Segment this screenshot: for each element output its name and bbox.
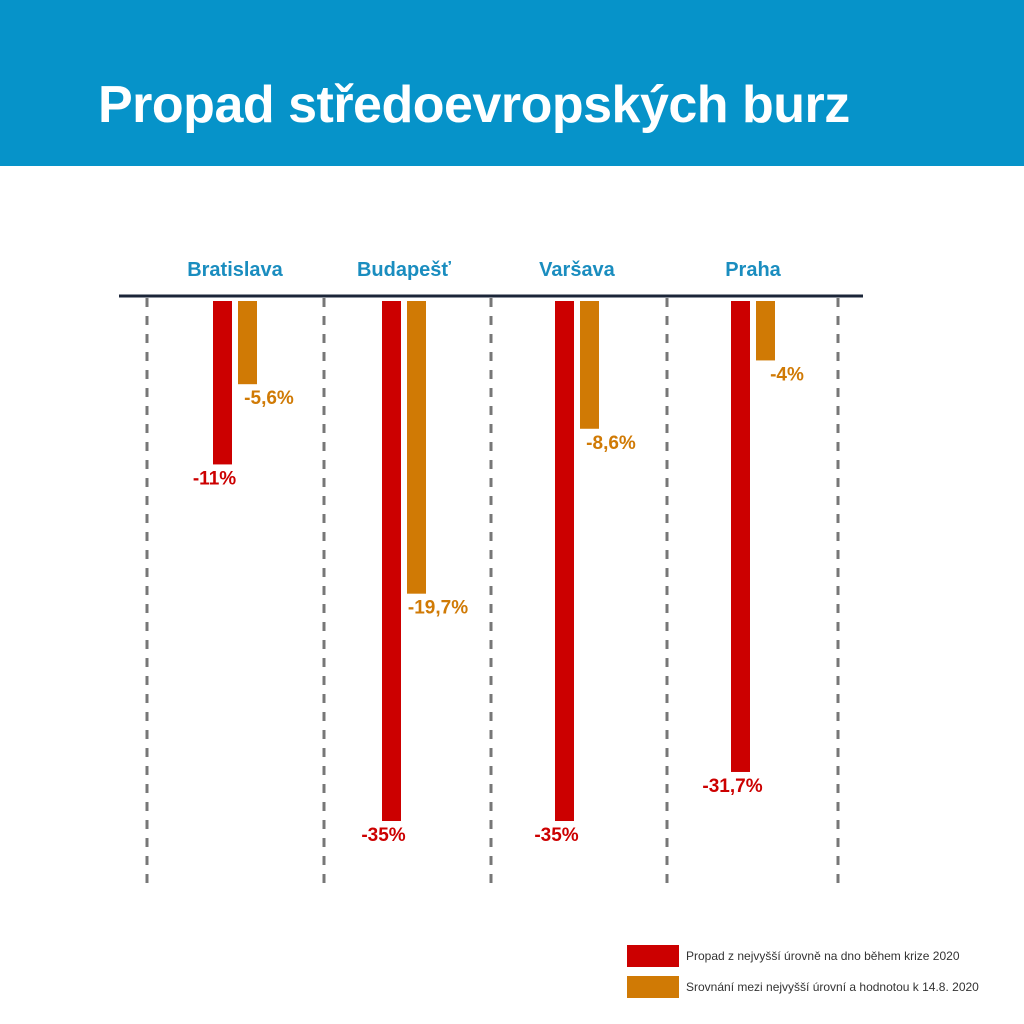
value-label-bratislava-series-1: -11% [193,468,236,489]
bar-bratislava-series-2 [238,301,257,385]
legend-label-peak-to-bottom: Propad z nejvyšší úrovně na dno během kr… [686,949,960,963]
legend-swatch-peak-to-bottom [627,945,679,967]
value-label-praha-series-2: -4% [770,364,804,385]
bar-varsava-series-1 [555,301,574,821]
value-label-varsava-series-1: -35% [534,825,578,846]
bar-budapest-series-2 [407,301,426,594]
value-label-praha-series-1: -31,7% [702,776,762,797]
bar-bratislava-series-1 [213,301,232,465]
value-label-varsava-series-2: -8,6% [586,433,636,454]
legend-item-peak-vs-current: Srovnání mezi nejvyšší úrovní a hodnotou… [627,975,979,999]
value-label-bratislava-series-2: -5,6% [244,388,294,409]
category-label-budapest: Budapešť [357,259,451,281]
category-label-bratislava: Bratislava [187,259,283,281]
chart-title: Propad středoevropských burz [98,76,850,134]
legend-item-peak-to-bottom: Propad z nejvyšší úrovně na dno během kr… [627,944,979,968]
category-label-praha: Praha [725,259,781,281]
legend-swatch-peak-vs-current [627,976,679,998]
legend-label-peak-vs-current: Srovnání mezi nejvyšší úrovní a hodnotou… [686,980,979,994]
bar-varsava-series-2 [580,301,599,429]
legend: Propad z nejvyšší úrovně na dno během kr… [627,944,979,1006]
value-label-budapest-series-2: -19,7% [408,598,468,619]
bar-praha-series-1 [731,301,750,772]
bar-praha-series-2 [756,301,775,361]
header-bar: Propad středoevropských burz [0,0,1024,166]
bar-budapest-series-1 [382,301,401,821]
value-label-budapest-series-1: -35% [361,825,405,846]
category-label-varsava: Varšava [539,259,616,281]
